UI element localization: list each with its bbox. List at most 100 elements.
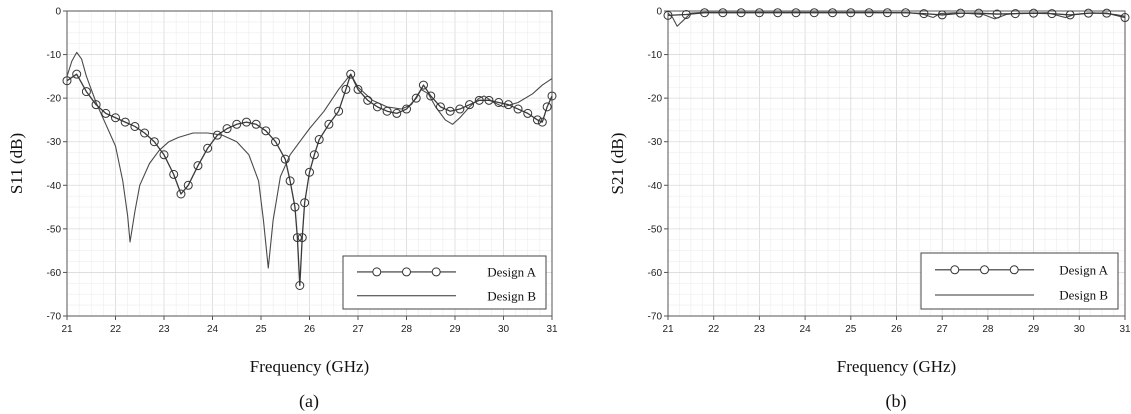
data-point-marker bbox=[363, 95, 373, 105]
y-tick-label: -40 bbox=[47, 181, 62, 192]
y-tick-label: 0 bbox=[656, 7, 662, 18]
data-point-marker bbox=[130, 121, 140, 131]
data-point-marker bbox=[1065, 10, 1075, 20]
x-tick-label: 29 bbox=[449, 324, 461, 335]
y-tick-label: -50 bbox=[47, 224, 62, 235]
data-point-marker bbox=[372, 102, 382, 112]
chart-panel-a: 21 22 23 24 25 26 27 28 29 30 31 0 -10 -20 -30 -40 -50 -6… bbox=[7, 7, 558, 413]
y-tick-label: -70 bbox=[47, 312, 62, 323]
data-point-marker bbox=[663, 10, 673, 20]
data-point-marker bbox=[290, 202, 300, 212]
data-point-marker bbox=[418, 80, 428, 90]
data-point-marker bbox=[212, 130, 222, 140]
data-point-marker bbox=[1102, 8, 1112, 18]
legend-label: Design B bbox=[1059, 288, 1108, 303]
x-tick-label: 31 bbox=[1119, 324, 1131, 335]
y-tick-label: -60 bbox=[648, 268, 663, 279]
data-point-marker bbox=[754, 8, 764, 18]
data-point-marker bbox=[222, 124, 232, 134]
data-point-marker bbox=[484, 95, 494, 105]
y-tick-label: -40 bbox=[648, 181, 663, 192]
legend-marker bbox=[1009, 265, 1019, 275]
x-tick-label: 26 bbox=[304, 324, 316, 335]
data-point-marker bbox=[846, 8, 856, 18]
data-point-marker bbox=[300, 198, 310, 208]
data-point-marker bbox=[411, 93, 421, 103]
y-tick-label: -70 bbox=[648, 312, 663, 323]
x-tick-label: 27 bbox=[352, 324, 364, 335]
legend: Design A Design B bbox=[920, 252, 1119, 310]
data-point-marker bbox=[882, 8, 892, 18]
data-point-marker bbox=[681, 9, 691, 19]
data-point-marker bbox=[503, 100, 513, 110]
data-point-marker bbox=[193, 161, 203, 171]
data-point-marker bbox=[62, 76, 72, 86]
y-tick-label: -50 bbox=[648, 224, 663, 235]
y-tick-label: -20 bbox=[648, 94, 663, 105]
data-point-marker bbox=[353, 84, 363, 94]
data-point-marker bbox=[81, 87, 91, 97]
data-point-marker bbox=[72, 69, 82, 79]
data-point-marker bbox=[346, 69, 356, 79]
legend-marker bbox=[950, 265, 960, 275]
data-point-marker bbox=[285, 176, 295, 186]
x-tick-label: 29 bbox=[1028, 324, 1040, 335]
data-point-marker bbox=[271, 137, 281, 147]
data-point-marker bbox=[992, 9, 1002, 19]
data-point-marker bbox=[91, 100, 101, 110]
data-point-marker bbox=[455, 104, 465, 114]
series-design-a bbox=[663, 8, 1130, 23]
x-tick-label: 24 bbox=[800, 324, 812, 335]
data-point-marker bbox=[159, 150, 169, 160]
data-point-marker bbox=[1120, 13, 1130, 23]
x-tick-label: 22 bbox=[708, 324, 720, 335]
series-line bbox=[667, 12, 1126, 19]
x-tick-label: 28 bbox=[982, 324, 994, 335]
data-point-marker bbox=[736, 8, 746, 18]
y-axis-title: S11 (dB) bbox=[7, 133, 26, 194]
y-tick-label: -30 bbox=[47, 137, 62, 148]
data-point-marker bbox=[426, 91, 436, 101]
data-point-marker bbox=[955, 8, 965, 18]
y-tick-label: -20 bbox=[47, 94, 62, 105]
y-axis-title: S21 (dB) bbox=[608, 133, 627, 195]
panel-caption: (b) bbox=[886, 391, 907, 412]
data-point-marker bbox=[334, 106, 344, 116]
data-point-marker bbox=[324, 119, 334, 129]
legend-marker bbox=[372, 267, 382, 277]
data-point-marker bbox=[305, 167, 314, 177]
chart-panel-b: 21 22 23 24 25 26 27 28 29 30 31 0 -10 -20 -30 -40 -50 -6… bbox=[608, 7, 1131, 413]
data-point-marker bbox=[1047, 9, 1057, 19]
axes: 21 22 23 24 25 26 27 28 29 30 31 0 -10 -20 -30 -40 -50 -6… bbox=[648, 7, 1131, 336]
data-point-marker bbox=[1010, 9, 1020, 19]
data-point-marker bbox=[809, 8, 819, 18]
data-point-marker bbox=[297, 233, 307, 243]
data-point-marker bbox=[280, 154, 290, 164]
data-point-marker bbox=[523, 108, 533, 118]
x-tick-label: 21 bbox=[662, 324, 674, 335]
data-point-marker bbox=[532, 115, 542, 125]
x-tick-label: 26 bbox=[891, 324, 903, 335]
x-tick-label: 23 bbox=[158, 324, 170, 335]
data-point-marker bbox=[864, 8, 874, 18]
x-tick-label: 31 bbox=[546, 324, 558, 335]
panel-caption: (a) bbox=[299, 391, 319, 412]
data-point-marker bbox=[251, 119, 261, 129]
data-point-marker bbox=[445, 106, 455, 116]
data-point-marker bbox=[203, 143, 213, 153]
data-point-marker bbox=[474, 95, 484, 105]
legend-label: Design A bbox=[1059, 262, 1108, 277]
data-point-marker bbox=[101, 108, 111, 118]
data-point-marker bbox=[937, 10, 947, 20]
data-point-marker bbox=[261, 126, 271, 136]
x-tick-label: 22 bbox=[110, 324, 122, 335]
series-line bbox=[66, 73, 553, 287]
legend-marker bbox=[431, 267, 441, 277]
x-tick-label: 27 bbox=[937, 324, 949, 335]
data-point-marker bbox=[176, 189, 186, 199]
y-tick-label: -60 bbox=[47, 268, 62, 279]
y-tick-label: -10 bbox=[47, 50, 62, 61]
legend-marker bbox=[980, 265, 989, 275]
data-point-marker bbox=[901, 8, 911, 18]
